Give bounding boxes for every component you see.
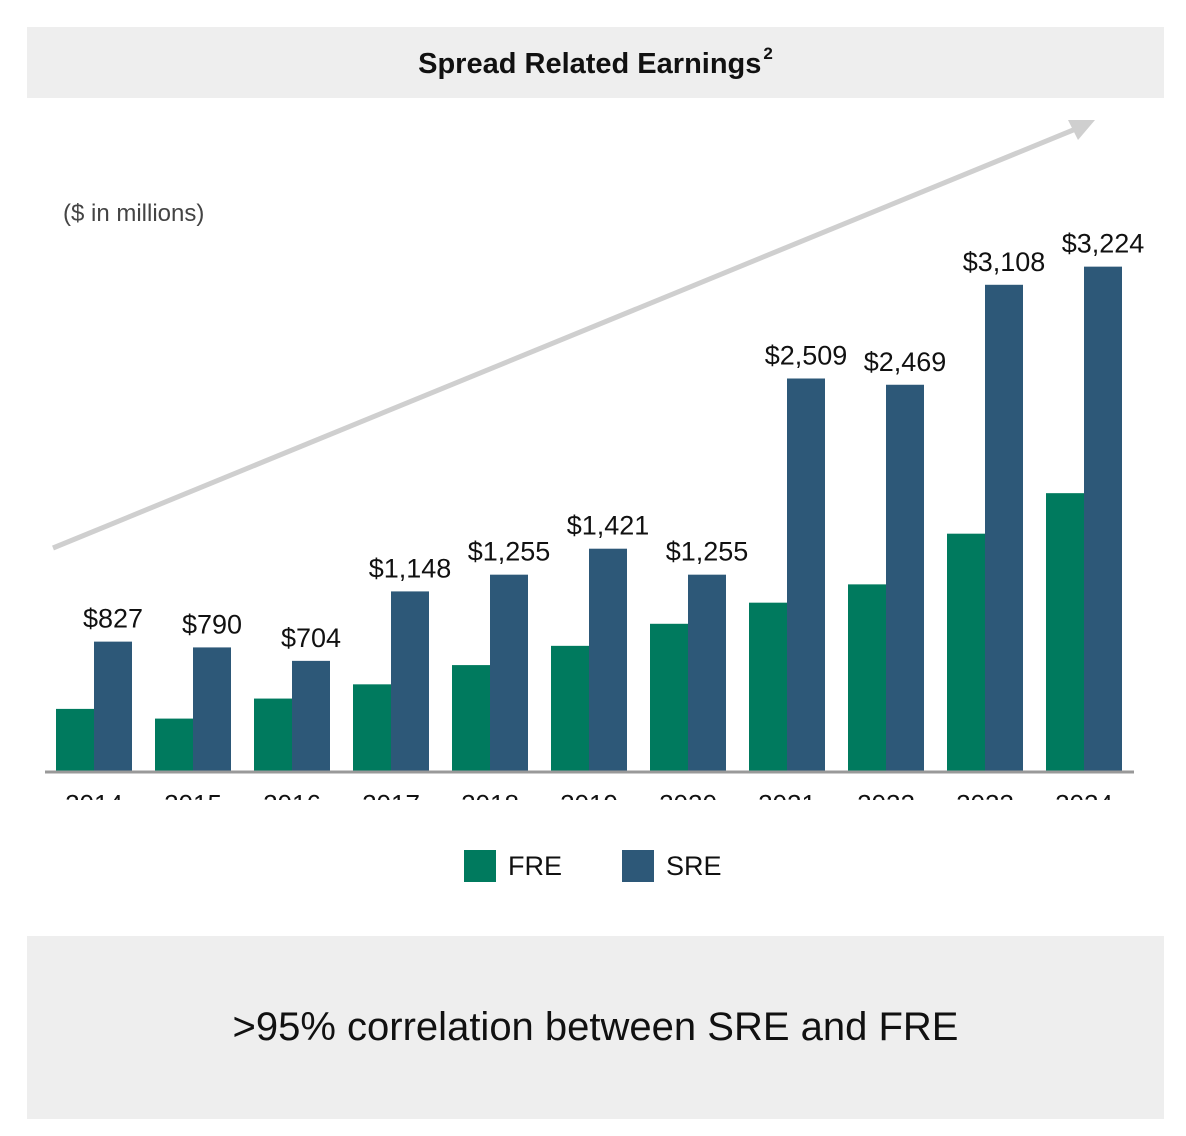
bar-sre-2014 xyxy=(94,641,132,771)
x-tick-label-2020: 2020 xyxy=(659,789,717,800)
data-label-sre-2018: $1,255 xyxy=(468,537,551,567)
data-label-sre-2016: $704 xyxy=(281,623,341,653)
x-tick-label-2016: 2016 xyxy=(263,789,321,800)
chart-title: Spread Related Earnings 2 xyxy=(418,44,773,81)
bar-sre-2023 xyxy=(985,284,1023,771)
data-label-sre-2021: $2,509 xyxy=(765,340,848,370)
bar-fre-2015 xyxy=(155,718,193,771)
bar-fre-2019 xyxy=(551,645,589,771)
data-label-sre-2019: $1,421 xyxy=(567,511,650,541)
bar-fre-2021 xyxy=(749,602,787,771)
data-label-sre-2015: $790 xyxy=(182,609,242,639)
bar-sre-2024 xyxy=(1084,266,1122,771)
bar-fre-2022 xyxy=(848,584,886,771)
legend-swatch-sre xyxy=(622,850,654,882)
x-tick-label-2018: 2018 xyxy=(461,789,519,800)
x-axis: 2014 2015 2016 2017 2018 2019 2020 2021 2022 2023… xyxy=(45,770,1134,800)
bar-fre-2023 xyxy=(947,533,985,771)
bars xyxy=(56,266,1122,771)
bar-fre-2024 xyxy=(1046,493,1084,771)
footer-band: >95% correlation between SRE and FRE xyxy=(27,936,1164,1119)
legend-item-fre: FRE xyxy=(464,850,562,882)
x-tick-label-2014: 2014 xyxy=(65,789,123,800)
x-tick-label-2017: 2017 xyxy=(362,789,420,800)
bar-sre-2022 xyxy=(886,384,924,771)
legend-item-sre: SRE xyxy=(622,850,722,882)
bar-fre-2016 xyxy=(254,698,292,771)
data-label-sre-2024: $3,224 xyxy=(1062,229,1145,259)
chart-title-band: Spread Related Earnings 2 xyxy=(27,27,1164,98)
legend-label-sre: SRE xyxy=(666,850,722,881)
growth-arrow-line xyxy=(52,125,1079,551)
bar-sre-2015 xyxy=(193,647,231,771)
x-tick-label-2024: 2024 xyxy=(1055,789,1113,800)
footer-text: >95% correlation between SRE and FRE xyxy=(232,1005,959,1049)
bar-fre-2018 xyxy=(452,665,490,771)
growth-arrow xyxy=(52,120,1095,551)
legend: FRE SRE xyxy=(464,850,782,882)
units-note: ($ in millions) xyxy=(63,200,205,227)
x-tick-label-2019: 2019 xyxy=(560,789,618,800)
data-label-sre-2017: $1,148 xyxy=(369,553,452,583)
bar-sre-2020 xyxy=(688,574,726,771)
title-footnote-marker: 2 xyxy=(763,44,773,63)
bar-sre-2018 xyxy=(490,574,528,771)
x-tick-label-2021: 2021 xyxy=(758,789,816,800)
bar-fre-2017 xyxy=(353,684,391,771)
bar-sre-2019 xyxy=(589,548,627,771)
x-tick-label-2022: 2022 xyxy=(857,789,915,800)
chart-title-text: Spread Related Earnings xyxy=(418,48,762,80)
growth-arrow-head xyxy=(1068,120,1095,140)
bar-sre-2021 xyxy=(787,378,825,771)
data-label-sre-2014: $827 xyxy=(83,604,143,634)
bar-chart: $827 $790 $704 $1,148 $1,255 $1,421 $1,255 $2,5… xyxy=(45,120,1144,800)
bar-fre-2020 xyxy=(650,623,688,771)
legend-label-fre: FRE xyxy=(508,850,562,881)
data-label-sre-2022: $2,469 xyxy=(864,347,947,377)
bar-fre-2014 xyxy=(56,708,94,771)
data-label-sre-2023: $3,108 xyxy=(963,247,1046,277)
bar-sre-2016 xyxy=(292,660,330,771)
x-tick-label-2015: 2015 xyxy=(164,789,222,800)
data-label-sre-2020: $1,255 xyxy=(666,537,749,567)
legend-swatch-fre xyxy=(464,850,496,882)
value-labels: $827 $790 $704 $1,148 $1,255 $1,421 $1,255 $2,5… xyxy=(83,229,1144,653)
x-tick-label-2023: 2023 xyxy=(956,789,1014,800)
bar-sre-2017 xyxy=(391,591,429,771)
